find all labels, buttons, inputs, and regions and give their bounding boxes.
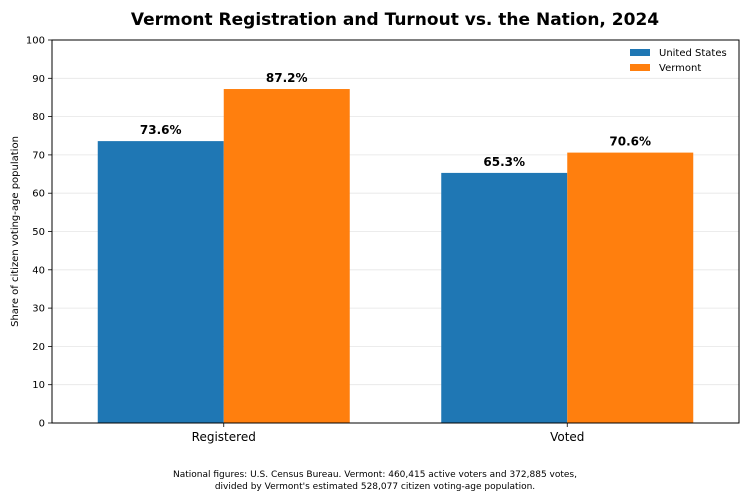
bar-value-label: 65.3% [483, 155, 525, 169]
legend: United States Vermont [630, 48, 727, 74]
y-tick-label: 70 [32, 150, 45, 161]
bar-value-label: 70.6% [609, 135, 651, 149]
legend-label: United States [659, 48, 727, 59]
x-tick-label: Voted [550, 430, 584, 444]
legend-swatch [630, 49, 650, 56]
x-axis-ticks: Registered Voted [192, 423, 584, 444]
bar-value-label: 73.6% [140, 123, 182, 137]
y-tick-label: 20 [32, 342, 45, 353]
bar-vermont-voted [567, 152, 694, 424]
y-tick-label: 60 [32, 189, 45, 200]
y-tick-label: 100 [26, 36, 45, 47]
chart-title: Vermont Registration and Turnout vs. the… [131, 10, 659, 30]
y-tick-label: 50 [32, 227, 45, 238]
legend-label: Vermont [659, 63, 701, 74]
footnote-line-2: divided by Vermont's estimated 528,077 c… [215, 482, 535, 492]
footnote-line-1: National figures: U.S. Census Bureau. Ve… [173, 470, 577, 480]
y-tick-label: 80 [32, 112, 45, 123]
y-tick-label: 40 [32, 265, 45, 276]
y-axis-ticks: 0 10 20 30 40 50 60 70 80 90 100 [26, 36, 52, 430]
bar-united-states-registered [97, 141, 224, 423]
y-tick-label: 30 [32, 304, 45, 315]
plot-area: 73.6% 87.2% 65.3% 70.6% 0 10 20 30 40 50 60 70 80 90… [26, 36, 740, 444]
bars [97, 89, 694, 424]
y-tick-label: 0 [39, 419, 45, 430]
legend-swatch [630, 64, 650, 71]
x-tick-label: Registered [192, 430, 256, 444]
y-axis-label: Share of citizen voting-age population [10, 136, 21, 327]
bar-vermont-registered [223, 89, 350, 424]
data-labels: 73.6% 87.2% 65.3% 70.6% [140, 71, 651, 169]
bar-united-states-voted [441, 172, 568, 423]
bar-value-label: 87.2% [266, 71, 308, 85]
y-tick-label: 90 [32, 74, 45, 85]
y-tick-label: 10 [32, 380, 45, 391]
